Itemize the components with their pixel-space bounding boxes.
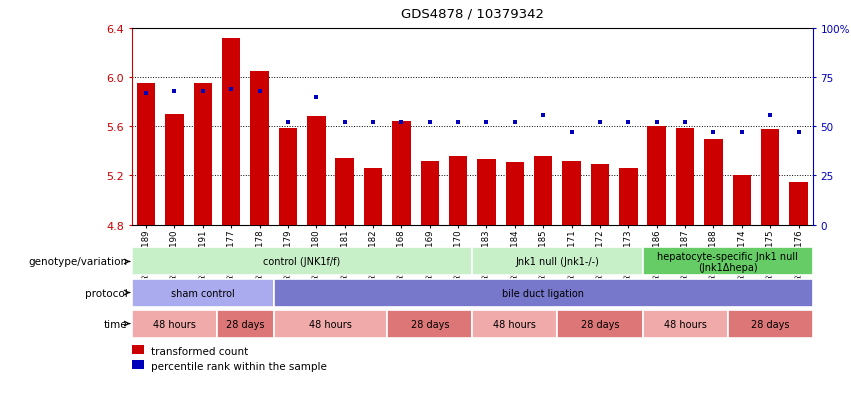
Point bbox=[196, 88, 209, 95]
Text: bile duct ligation: bile duct ligation bbox=[502, 288, 585, 298]
Bar bbox=[449, 157, 467, 225]
Text: 48 hours: 48 hours bbox=[153, 319, 196, 329]
Bar bbox=[250, 72, 269, 225]
Bar bbox=[335, 159, 354, 225]
FancyBboxPatch shape bbox=[643, 310, 728, 338]
FancyBboxPatch shape bbox=[387, 310, 472, 338]
FancyBboxPatch shape bbox=[217, 310, 274, 338]
Bar bbox=[222, 39, 240, 225]
Text: time: time bbox=[104, 319, 128, 329]
Text: percentile rank within the sample: percentile rank within the sample bbox=[151, 361, 327, 371]
FancyBboxPatch shape bbox=[132, 310, 217, 338]
Bar bbox=[563, 161, 580, 225]
Bar bbox=[733, 176, 751, 225]
Bar bbox=[420, 161, 439, 225]
FancyBboxPatch shape bbox=[132, 279, 274, 307]
Text: 28 days: 28 days bbox=[410, 319, 449, 329]
Bar bbox=[676, 128, 694, 225]
Bar bbox=[132, 360, 144, 369]
Text: transformed count: transformed count bbox=[151, 346, 248, 356]
Point bbox=[423, 120, 437, 126]
Bar bbox=[307, 117, 325, 225]
Point bbox=[451, 120, 465, 126]
FancyBboxPatch shape bbox=[274, 310, 387, 338]
Text: 28 days: 28 days bbox=[226, 319, 265, 329]
Point bbox=[791, 130, 805, 136]
Text: 48 hours: 48 hours bbox=[309, 319, 352, 329]
Text: Jnk1 null (Jnk1-/-): Jnk1 null (Jnk1-/-) bbox=[516, 257, 599, 267]
Point bbox=[565, 130, 579, 136]
FancyBboxPatch shape bbox=[472, 310, 557, 338]
Text: genotype/variation: genotype/variation bbox=[29, 257, 128, 267]
Point bbox=[281, 120, 294, 126]
Bar bbox=[534, 157, 552, 225]
Point bbox=[621, 120, 635, 126]
Point bbox=[678, 120, 692, 126]
Bar bbox=[477, 160, 495, 225]
Text: control (JNK1f/f): control (JNK1f/f) bbox=[264, 257, 340, 267]
Point bbox=[395, 120, 408, 126]
FancyBboxPatch shape bbox=[472, 248, 643, 276]
Point bbox=[480, 120, 494, 126]
Text: protocol: protocol bbox=[85, 288, 128, 298]
Bar bbox=[648, 127, 665, 225]
Bar bbox=[591, 165, 609, 225]
Point bbox=[366, 120, 380, 126]
Text: hepatocyte-specific Jnk1 null
(Jnk1Δhepa): hepatocyte-specific Jnk1 null (Jnk1Δhepa… bbox=[657, 251, 798, 273]
Point bbox=[593, 120, 607, 126]
Bar bbox=[761, 129, 780, 225]
FancyBboxPatch shape bbox=[557, 310, 643, 338]
Bar bbox=[704, 139, 722, 225]
Point bbox=[735, 130, 749, 136]
Point bbox=[338, 120, 351, 126]
Bar bbox=[505, 163, 524, 225]
Bar bbox=[619, 169, 637, 225]
FancyBboxPatch shape bbox=[274, 279, 813, 307]
Bar bbox=[278, 128, 297, 225]
Point bbox=[225, 86, 238, 93]
Point bbox=[310, 94, 323, 101]
Text: sham control: sham control bbox=[171, 288, 235, 298]
Bar bbox=[392, 122, 410, 225]
Text: 28 days: 28 days bbox=[580, 319, 620, 329]
Bar bbox=[137, 84, 155, 225]
Point bbox=[140, 90, 153, 97]
Bar bbox=[132, 345, 144, 354]
FancyBboxPatch shape bbox=[728, 310, 813, 338]
Point bbox=[508, 120, 522, 126]
Point bbox=[763, 112, 777, 119]
FancyBboxPatch shape bbox=[643, 248, 813, 276]
FancyBboxPatch shape bbox=[132, 248, 472, 276]
Bar bbox=[165, 115, 184, 225]
Point bbox=[706, 130, 720, 136]
Point bbox=[536, 112, 550, 119]
Text: 48 hours: 48 hours bbox=[494, 319, 536, 329]
Point bbox=[253, 88, 266, 95]
Point bbox=[650, 120, 664, 126]
Bar bbox=[364, 169, 382, 225]
Bar bbox=[193, 84, 212, 225]
Point bbox=[168, 88, 181, 95]
Text: 28 days: 28 days bbox=[751, 319, 790, 329]
Bar bbox=[790, 182, 808, 225]
Text: GDS4878 / 10379342: GDS4878 / 10379342 bbox=[401, 8, 544, 21]
Text: 48 hours: 48 hours bbox=[664, 319, 706, 329]
